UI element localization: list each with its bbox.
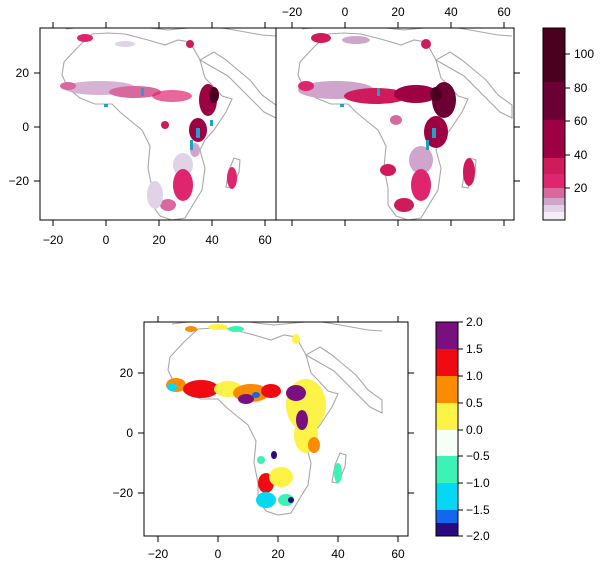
y-tick-label: −20: [113, 486, 134, 500]
top-left-map-panel: [39, 27, 277, 221]
x-tick-label: −20: [148, 547, 169, 561]
bottom-y-axis: 20 0 −20: [113, 366, 414, 500]
colorbar-label: 2.0: [466, 315, 483, 329]
colorbar-segment: [543, 158, 565, 174]
x-tick-label: 20: [271, 547, 285, 561]
colorbar-label: 0.0: [466, 423, 483, 437]
x-tick-label: 60: [497, 5, 511, 19]
bottom-top-ticks: [157, 316, 399, 322]
top-colorbar: 100 80 60 40 20: [542, 27, 594, 221]
colorbar-segment: [543, 188, 565, 198]
top-left-y-axis: 20 0 −20: [9, 66, 40, 188]
top-right-frame: [275, 27, 515, 221]
bottom-frame: [143, 321, 409, 537]
top-left-top-ticks: [52, 22, 266, 28]
colorbar-segment: [436, 523, 458, 536]
top-right-y-ticks: [514, 72, 520, 182]
bottom-map-panel: [143, 321, 409, 537]
density-blobs-right: [298, 33, 475, 212]
x-tick-label: 0: [342, 5, 349, 19]
x-tick-label: −20: [282, 5, 303, 19]
colorbar-segment: [436, 430, 458, 456]
colorbar-segment: [543, 28, 565, 82]
x-tick-label: 40: [205, 233, 219, 247]
y-tick-label: −20: [9, 174, 30, 188]
colorbar-label: 20: [574, 181, 588, 195]
colorbar-label: −1.0: [466, 476, 490, 490]
colorbar-segment: [543, 198, 565, 205]
y-tick-label: 20: [120, 366, 134, 380]
bottom-colorbar: 2.0 1.5 1.0 0.5 0.0 −0.5 −1.0 −1.5 −2.0: [435, 315, 490, 543]
colorbar-segment: [436, 376, 458, 403]
top-left-bottom-axis: −20 0 20 40 60: [43, 220, 272, 247]
colorbar-segment: [436, 322, 458, 349]
x-tick-label: 20: [391, 5, 405, 19]
x-tick-label: 0: [215, 547, 222, 561]
x-tick-label: 60: [258, 233, 272, 247]
x-tick-label: 60: [391, 547, 405, 561]
x-tick-label: 40: [444, 5, 458, 19]
density-blobs: [60, 34, 237, 211]
colorbar-label: 80: [574, 81, 588, 95]
x-tick-label: −20: [43, 233, 64, 247]
colorbar-segment: [436, 349, 458, 376]
colorbar-label: 1.0: [466, 369, 483, 383]
colorbar-segment: [543, 174, 565, 188]
colorbar-segment: [436, 456, 458, 483]
colorbar-label: 1.5: [466, 342, 483, 356]
top-right-map-content: [297, 28, 513, 220]
colorbar-segment: [543, 82, 565, 120]
lakes: [104, 88, 213, 150]
x-tick-label: 20: [152, 233, 166, 247]
y-tick-label: 0: [126, 426, 133, 440]
colorbar-segment: [436, 483, 458, 510]
colorbar-segment: [436, 510, 458, 523]
colorbar-segment: [543, 212, 565, 220]
colorbar-segment: [543, 205, 565, 212]
top-left-map-content: [60, 28, 276, 220]
y-tick-label: 20: [16, 66, 30, 80]
colorbar-label: 0.5: [466, 396, 483, 410]
colorbar-segment: [436, 403, 458, 430]
colorbar-label: −1.5: [466, 503, 490, 517]
colorbar-label: 100: [574, 47, 594, 61]
top-right-bottom-ticks: [291, 220, 505, 226]
colorbar-segment: [543, 120, 565, 158]
colorbar-label: 60: [574, 114, 588, 128]
x-tick-label: 40: [331, 547, 345, 561]
lakes-right: [340, 88, 436, 150]
y-tick-label: 0: [22, 120, 29, 134]
top-right-top-axis: −20 0 20 40 60: [282, 5, 511, 28]
colorbar-label: −2.0: [466, 529, 490, 543]
bottom-x-axis: −20 0 20 40 60: [148, 536, 405, 561]
bottom-map-content: [166, 322, 383, 516]
colorbar-label: 40: [574, 148, 588, 162]
difference-blobs: [166, 324, 342, 508]
colorbar-label: −0.5: [466, 449, 490, 463]
x-tick-label: 0: [103, 233, 110, 247]
top-right-map-panel: [275, 27, 515, 221]
